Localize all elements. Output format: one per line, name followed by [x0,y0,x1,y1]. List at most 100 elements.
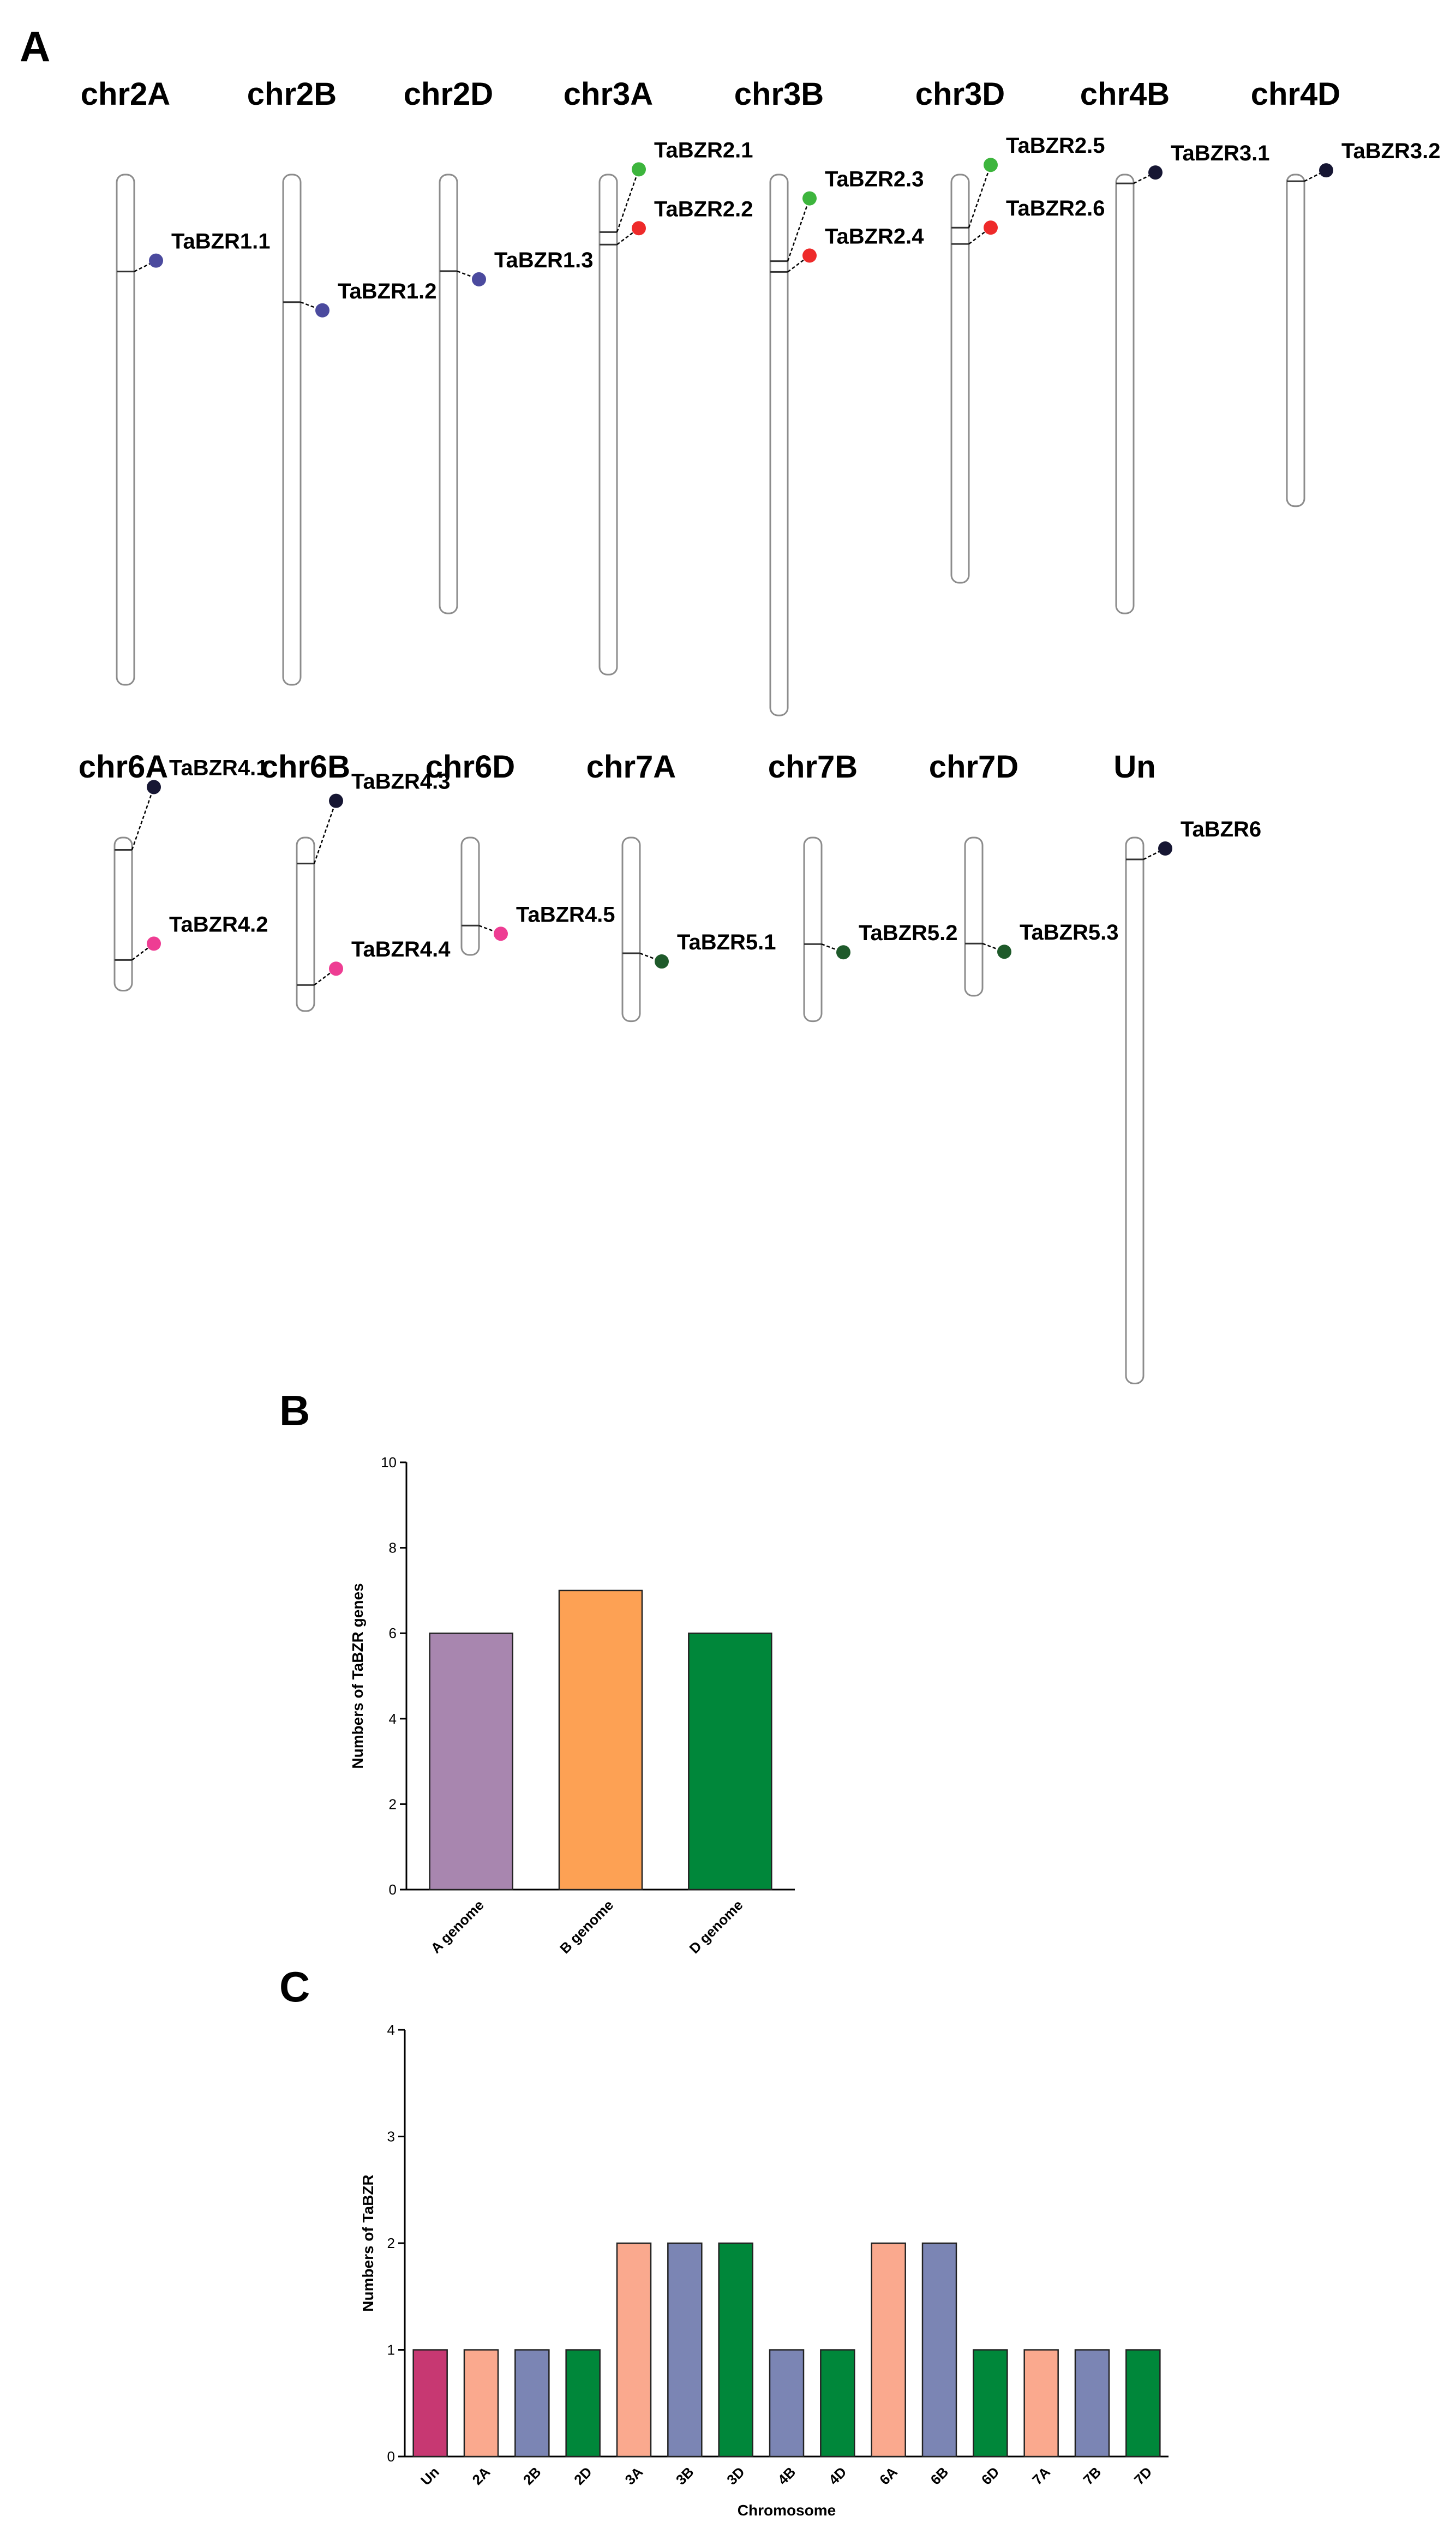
chromosome-chr6D: chr6D TaBZR4.5 [426,749,615,956]
chromosome-bar [113,836,133,991]
y-tick-label: 4 [387,2022,395,2038]
chromosome-chr7D: chr7D TaBZR5.3 [929,749,1119,997]
chromosome-chr7A: chr7A TaBZR5.1 [586,749,776,1023]
chromosome-chr3B: chr3B TaBZR2.3 TaBZR2.4 [734,76,924,716]
gene-label: TaBZR2.1 [654,138,753,162]
chromosome-chr2D: chr2D TaBZR1.3 [404,76,594,614]
chromosome-title: chr4B [1080,76,1170,112]
chromosome-title: Un [1113,749,1155,785]
gene-connector [1304,170,1327,182]
bar-6b [921,2242,957,2458]
gene-dot [315,303,329,318]
karyotype-panel: chr2ATaBZR1.1chr2BTaBZR1.2chr2DTaBZR1.3c… [79,76,1441,1384]
chromosome-bar-chart: 0 1 2 3 4 Un 2A 2B 2D 3A 3B 3D 4B 4D 6A 6B 6D 7A 7B 7D Numbe… [359,2022,1169,2519]
gene-label: TaBZR3.2 [1341,139,1441,163]
chromosome-bar [116,174,135,686]
chromosome-bar [598,174,618,676]
gene-label: TaBZR5.1 [677,930,776,954]
gene-label: TaBZR5.3 [1020,921,1119,945]
gene-connector [616,169,640,232]
y-tick-label: 2 [387,2235,395,2251]
gene-label: TaBZR3.1 [1171,141,1270,165]
panel-letter-c: C [279,1963,310,2011]
category-label: 6A [876,2464,901,2488]
y-tick-label: 2 [389,1796,397,1812]
chromosome-title: chr2B [247,76,337,112]
y-tick-label: 0 [387,2448,395,2465]
gene-label: TaBZR5.2 [859,921,958,945]
category-label: 4B [775,2464,799,2488]
category-label: 2A [469,2464,494,2488]
chromosome-chr6A: chr6A TaBZR4.1 TaBZR4.2 [79,749,268,991]
gene-dot [984,158,998,172]
gene-dot [329,961,343,976]
bar-4b [769,2349,805,2458]
chromosome-title: chr7A [586,749,676,785]
y-axis-label: Numbers of TaBZR genes [349,1583,366,1768]
bar-6a [871,2242,906,2458]
y-tick-label: 3 [387,2129,395,2145]
gene-connector [313,800,337,864]
bar-2d [565,2349,601,2458]
gene-connector [134,260,157,272]
chromosome-title: chr3D [915,76,1005,112]
gene-dot [1158,841,1172,856]
gene-dot [632,221,646,236]
chromosome-chr4B: chr4B TaBZR3.1 [1080,76,1270,614]
category-label: 2B [520,2464,544,2488]
bar-7b [1074,2349,1110,2458]
gene-dot [984,220,998,235]
gene-label: TaBZR2.4 [825,224,924,248]
chromosome-bar [803,836,823,1023]
gene-label: TaBZR2.6 [1006,196,1105,220]
category-label: 6D [978,2464,1003,2488]
bar-3b [667,2242,703,2458]
bar-3a [616,2242,652,2458]
chromosome-title: chr2A [81,76,170,112]
y-tick-label: 10 [381,1454,397,1471]
chromosome-chr2B: chr2B TaBZR1.2 [247,76,437,686]
gene-label: TaBZR2.5 [1006,134,1105,158]
chromosome-title: chr2D [404,76,493,112]
gene-label: TaBZR4.3 [351,770,451,794]
gene-dot [802,248,817,263]
category-label: 3D [723,2464,748,2488]
gene-dot [836,945,850,960]
gene-dot [329,793,343,808]
chromosome-chr4D: chr4D TaBZR3.2 [1251,76,1441,507]
gene-dot [494,927,508,941]
gene-connector [1143,847,1166,860]
chromosome-title: chr6B [261,749,350,785]
bar-7a [1023,2349,1059,2458]
chromosome-chr3A: chr3A TaBZR2.1 TaBZR2.2 [564,76,753,676]
chromosome-title: chr7D [929,749,1018,785]
category-label: 3A [622,2464,646,2488]
gene-label: TaBZR2.3 [825,168,924,192]
gene-label: TaBZR1.1 [171,230,271,254]
chromosome-title: chr3B [734,76,824,112]
bar-2b [514,2349,550,2458]
bar-b-genome [558,1589,643,1891]
chromosome-bar [439,174,458,614]
chromosome-title: chr6D [426,749,515,785]
bar-a-genome [429,1632,513,1891]
y-tick-label: 4 [389,1711,397,1727]
chromosome-chr7B: chr7B TaBZR5.2 [768,749,958,1023]
chromosome-title: chr6A [79,749,168,785]
category-label: 7D [1131,2464,1155,2488]
category-label: 7B [1080,2464,1105,2488]
gene-label: TaBZR1.2 [338,279,437,303]
y-tick-label: 8 [389,1540,397,1556]
y-tick-label: 1 [387,2342,395,2358]
gene-dot [655,954,669,969]
gene-label: TaBZR1.3 [494,248,594,272]
bar-d-genome [688,1632,772,1891]
chromosome-title: chr3A [564,76,653,112]
y-axis-label: Numbers of TaBZR [359,2174,376,2312]
category-label: D genome [686,1897,746,1957]
gene-dot [632,162,646,177]
bar-un [412,2349,448,2458]
gene-label: TaBZR6 [1181,817,1261,841]
category-label: Un [417,2464,442,2489]
